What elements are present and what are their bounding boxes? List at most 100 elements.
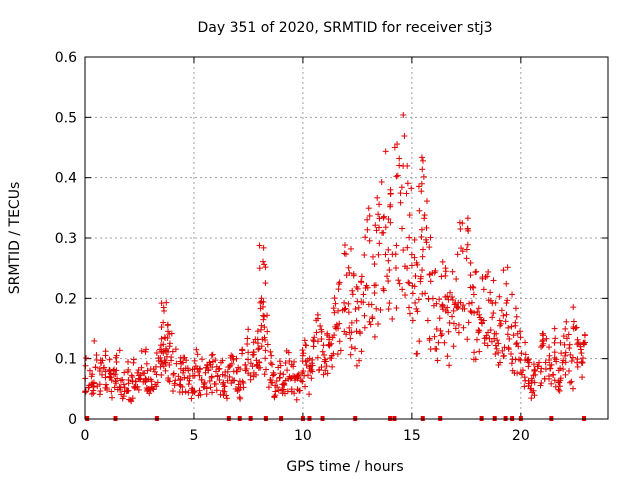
scatter-point	[280, 381, 287, 388]
scatter-point	[393, 305, 400, 312]
scatter-point	[487, 289, 494, 296]
scatter-point	[372, 222, 379, 229]
scatter-point	[406, 280, 413, 287]
scatter-point	[348, 329, 355, 336]
scatter-point	[177, 375, 184, 382]
scatter-point	[570, 325, 577, 332]
scatter-point	[328, 340, 335, 347]
scatter-point	[365, 205, 372, 212]
scatter-point	[437, 327, 444, 334]
scatter-point	[377, 306, 384, 313]
scatter-point	[393, 242, 400, 249]
scatter-point	[404, 180, 411, 187]
scatter-point	[404, 162, 411, 169]
scatter-point	[288, 361, 295, 368]
scatter-point	[191, 389, 198, 396]
scatter-point	[385, 246, 392, 253]
scatter-point	[106, 356, 113, 363]
scatter-point	[354, 298, 361, 305]
scatter-point	[504, 264, 511, 271]
scatter-point	[579, 374, 586, 381]
scatter-point	[385, 257, 392, 264]
scatter-point	[262, 355, 269, 362]
scatter-point	[470, 291, 477, 298]
scatter-point	[143, 346, 150, 353]
scatter-point	[257, 364, 264, 371]
scatter-point	[396, 155, 403, 162]
scatter-point	[441, 339, 448, 346]
y-tick-label: 0.2	[55, 291, 77, 307]
scatter-point	[213, 387, 220, 394]
scatter-point	[490, 310, 497, 317]
scatter-point	[531, 379, 538, 386]
scatter-point	[195, 392, 202, 399]
scatter-point	[323, 363, 330, 370]
scatter-point	[212, 380, 219, 387]
scatter-point	[495, 349, 502, 356]
scatter-point	[546, 375, 553, 382]
scatter-point	[561, 341, 568, 348]
scatter-point	[308, 375, 315, 382]
scatter-point	[245, 326, 252, 333]
scatter-point	[299, 347, 306, 354]
scatter-point	[539, 338, 546, 345]
scatter-point	[438, 331, 445, 338]
scatter-point	[418, 180, 425, 187]
scatter-point	[419, 246, 426, 253]
scatter-point	[413, 259, 420, 266]
scatter-point	[487, 327, 494, 334]
scatter-point	[256, 359, 263, 366]
scatter-point	[512, 322, 519, 329]
scatter-point	[363, 282, 370, 289]
scatter-point	[353, 283, 360, 290]
scatter-point	[565, 367, 572, 374]
scatter-point	[157, 354, 164, 361]
scatter-point	[103, 381, 110, 388]
scatter-point	[501, 344, 508, 351]
scatter-point	[546, 357, 553, 364]
scatter-point	[320, 371, 327, 378]
scatter-point	[365, 301, 372, 308]
scatter-point	[261, 324, 268, 331]
scatter-point	[557, 377, 564, 384]
scatter-point	[493, 345, 500, 352]
scatter-point	[445, 328, 452, 335]
scatter-point	[418, 154, 425, 161]
scatter-point	[345, 309, 352, 316]
scatter-point	[446, 319, 453, 326]
scatter-point	[119, 376, 126, 383]
scatter-point	[411, 236, 418, 243]
scatter-point	[500, 312, 507, 319]
scatter-point	[479, 275, 486, 282]
scatter-point	[168, 330, 175, 337]
scatter-point	[548, 361, 555, 368]
scatter-point	[309, 362, 316, 369]
scatter-point	[419, 267, 426, 274]
scatter-point	[429, 295, 436, 302]
scatter-point	[475, 327, 482, 334]
scatter-point	[276, 358, 283, 365]
scatter-point	[346, 324, 353, 331]
scatter-point	[125, 380, 132, 387]
scatter-point	[209, 351, 216, 358]
scatter-point	[496, 317, 503, 324]
scatter-point	[205, 367, 212, 374]
scatter-point	[573, 324, 580, 331]
scatter-point	[261, 371, 268, 378]
scatter-point	[422, 236, 429, 243]
scatter-point	[108, 388, 115, 395]
scatter-point	[135, 386, 142, 393]
scatter-point	[125, 358, 132, 365]
scatter-point	[399, 225, 406, 232]
scatter-point	[104, 385, 111, 392]
scatter-point	[531, 392, 538, 399]
scatter-point	[406, 234, 413, 241]
scatter-point	[464, 215, 471, 222]
scatter-point	[385, 278, 392, 285]
scatter-point	[508, 360, 515, 367]
scatter-point	[86, 367, 93, 374]
scatter-point	[376, 201, 383, 208]
scatter-point	[503, 311, 510, 318]
scatter-point	[382, 148, 389, 155]
scatter-point	[413, 350, 420, 357]
